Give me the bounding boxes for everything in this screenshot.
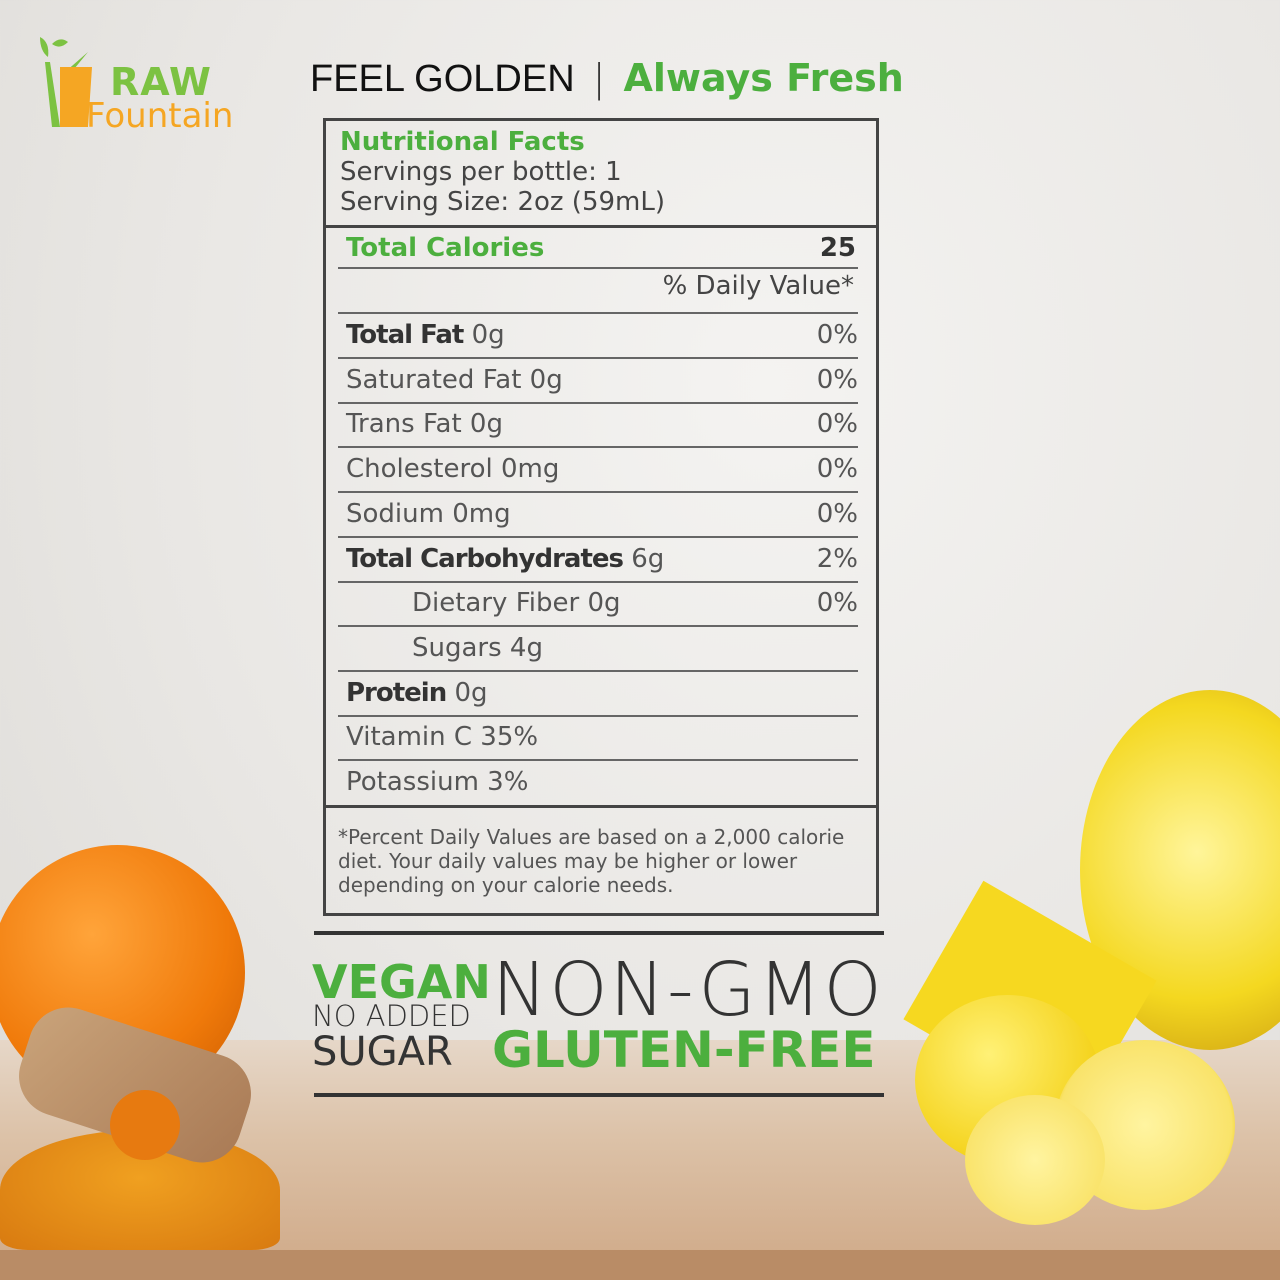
brand-name-fountain: Fountain (86, 96, 234, 136)
calories-label: Total Calories (346, 233, 545, 263)
brand-logo: RAW Fountain (30, 32, 250, 142)
nutrient-row: Total Carbohydrates 6g 2% (346, 537, 858, 581)
nutrient-name: Total Fat (346, 320, 464, 350)
nutrient-percent: 0% (816, 498, 858, 529)
nutrient-amount: Cholesterol 0mg (346, 454, 560, 485)
divider (338, 401, 858, 404)
divider (326, 225, 876, 228)
claim-non-gmo: NON-GMO (492, 947, 884, 1033)
divider (338, 446, 858, 449)
nutrient-percent: 0% (816, 454, 858, 485)
nutrient-row: Dietary Fiber 0g 0% (346, 581, 858, 625)
nutrient-row: Total Fat 0g 0% (346, 313, 858, 357)
nutrition-facts-panel: Nutritional Facts Servings per bottle: 1… (323, 118, 879, 916)
turmeric-slice-image (110, 1090, 180, 1160)
nutrient-row: Cholesterol 0mg 0% (346, 447, 858, 491)
claim-sugar: SUGAR (312, 1029, 453, 1075)
divider (326, 805, 876, 808)
divider (338, 491, 858, 494)
nutrient-percent: 0% (816, 320, 858, 350)
tagline-right: Always Fresh (623, 56, 904, 100)
lemon-wedge-image (965, 1095, 1105, 1225)
nutrient-amount: 0g (454, 677, 488, 708)
nutrient-row: Sodium 0mg 0% (346, 492, 858, 536)
nutrition-header: Nutritional Facts Servings per bottle: 1… (340, 127, 665, 217)
daily-value-header: % Daily Value* (662, 271, 854, 301)
divider (338, 267, 858, 269)
nutrient-amount: Trans Fat 0g (346, 409, 503, 440)
divider (338, 759, 858, 762)
nutrient-row: Sugars 4g (346, 626, 858, 670)
divider (338, 535, 858, 538)
nutrient-amount: Sodium 0mg (346, 498, 511, 529)
nutrient-percent: 2% (816, 543, 858, 574)
divider (338, 357, 858, 359)
nutrient-percent: 0% (816, 588, 858, 619)
footnote: *Percent Daily Values are based on a 2,0… (338, 825, 845, 897)
calories-row: Total Calories 25 (346, 233, 856, 273)
claim-gluten-free: GLUTEN-FREE (492, 1021, 876, 1079)
calories-value: 25 (819, 233, 856, 263)
nutrient-amount: Sugars 4g (412, 632, 543, 663)
nutrient-name: Protein (346, 677, 447, 708)
divider (338, 714, 858, 717)
tagline-separator: | (592, 56, 606, 100)
nutrient-percent: 0% (816, 409, 858, 440)
nutrient-amount: 6g (631, 543, 665, 574)
nutrient-percent: 0% (816, 364, 858, 395)
tagline-left: FEEL GOLDEN (310, 58, 575, 100)
nutrient-amount: Saturated Fat 0g (346, 364, 563, 395)
nutrient-row: Trans Fat 0g 0% (346, 402, 858, 446)
nutrient-name: Total Carbohydrates (346, 543, 624, 574)
servings-per-bottle: Servings per bottle: 1 (340, 157, 622, 187)
nutrient-row: Protein 0g (346, 671, 858, 715)
nutrient-amount: Vitamin C 35% (346, 722, 539, 753)
nutrient-row: Vitamin C 35% (346, 715, 858, 759)
divider (338, 669, 858, 672)
divider-top (314, 931, 884, 935)
nutrient-amount: Dietary Fiber 0g (412, 588, 621, 619)
divider-bottom (314, 1093, 884, 1097)
product-claims: VEGAN NO ADDED SUGAR NON-GMO GLUTEN-FREE (312, 947, 892, 1079)
divider (338, 580, 858, 583)
claim-no-added: NO ADDED (312, 999, 471, 1033)
tagline: FEEL GOLDEN | Always Fresh (310, 56, 904, 101)
nutrient-row: Potassium 3% (346, 760, 858, 804)
divider (338, 312, 858, 314)
claim-vegan: VEGAN (312, 955, 491, 1009)
nutrient-amount: 0g (471, 320, 505, 350)
nutrient-row: Saturated Fat 0g 0% (346, 358, 858, 402)
nutrient-amount: Potassium 3% (346, 767, 529, 797)
brand-name-raw: RAW (110, 60, 212, 104)
serving-size: Serving Size: 2oz (59mL) (340, 187, 665, 217)
logo-figure-icon (40, 37, 92, 127)
nutrition-title: Nutritional Facts (340, 127, 585, 157)
divider (338, 625, 858, 628)
